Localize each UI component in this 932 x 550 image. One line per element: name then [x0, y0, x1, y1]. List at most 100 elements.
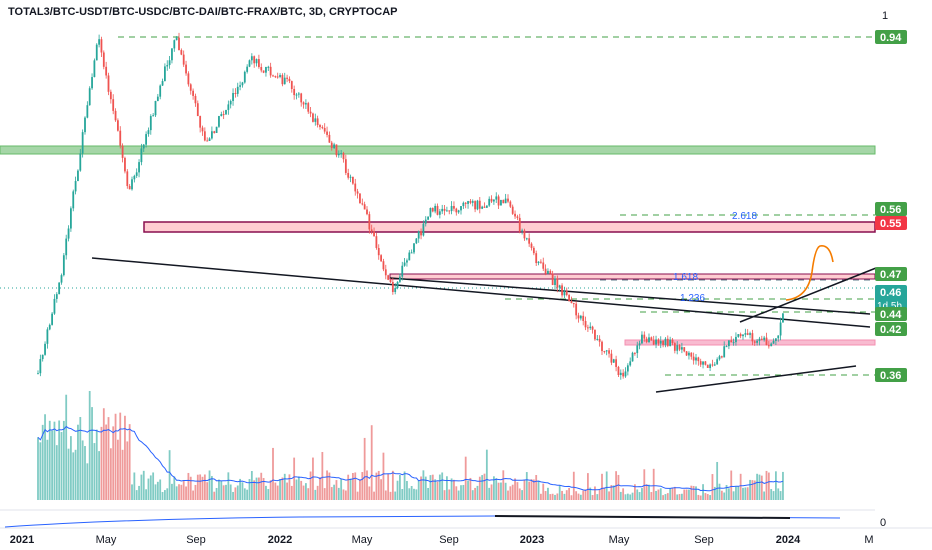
candle-body [756, 340, 758, 343]
candle-body [387, 275, 390, 280]
candle-body [434, 205, 437, 212]
candle-body [530, 243, 533, 248]
price-label-box [875, 202, 907, 216]
volume-bar [156, 481, 159, 500]
candle-body [681, 347, 683, 350]
volume-bar [685, 489, 688, 500]
volume-bar [279, 478, 281, 500]
candle-body [328, 134, 331, 143]
volume-bar [617, 474, 620, 500]
volume-bar [753, 480, 756, 500]
candle-body [234, 93, 237, 95]
volume-bar [107, 417, 110, 500]
volume-bar [474, 487, 476, 500]
candle-body [474, 201, 476, 210]
candle-body [666, 338, 669, 346]
candle-body [145, 134, 147, 145]
volume-bar [229, 484, 232, 500]
volume-bar [655, 490, 657, 500]
volume-bar [41, 424, 44, 500]
volume-bar [283, 473, 286, 500]
volume-bar [511, 484, 514, 500]
volume-bar [243, 488, 246, 500]
candle-body [669, 339, 672, 346]
candle-body [749, 333, 751, 335]
candle-body [399, 276, 401, 282]
volume-bar [704, 493, 707, 500]
candle-body [213, 131, 216, 133]
candle-body [523, 230, 526, 239]
volume-bar [408, 488, 411, 500]
candle-body [361, 203, 364, 205]
volume-bar [636, 489, 639, 500]
candle-body [723, 346, 726, 358]
candle-body [591, 326, 594, 330]
volume-bar [478, 476, 481, 500]
candle-body [641, 334, 643, 344]
volume-bar [288, 474, 291, 500]
candle-body [323, 127, 326, 132]
candle-body [775, 338, 777, 341]
volume-bar [105, 424, 108, 500]
candle-body [77, 170, 79, 182]
candle-body [194, 95, 197, 104]
volume-bar [688, 489, 690, 500]
volume-bar [772, 491, 775, 500]
candle-body [100, 39, 103, 53]
x-tick-label: May [96, 534, 117, 546]
candle-body [709, 364, 711, 368]
candle-body [394, 288, 397, 292]
candle-body [403, 262, 406, 266]
volume-bar [582, 490, 585, 500]
candle-body [485, 205, 488, 208]
candle-body [142, 144, 145, 149]
volume-bar [340, 478, 343, 500]
volume-bar [93, 443, 96, 500]
volume-bar [406, 480, 408, 500]
candle-body [507, 198, 509, 202]
candle-body [429, 208, 432, 217]
volume-bar [657, 489, 660, 500]
trendline-support [655, 365, 857, 393]
trendline-long [91, 257, 871, 328]
candle-body [208, 138, 211, 141]
volume-bar [46, 439, 49, 500]
price-label-box [875, 267, 907, 281]
candle-body [643, 334, 646, 339]
candle-body [509, 201, 512, 207]
candle-body [629, 361, 632, 366]
volume-bar [645, 484, 648, 500]
candle-body [382, 261, 385, 270]
price-label-text: 0.55 [880, 218, 901, 230]
candle-body [95, 44, 98, 61]
volume-bar [502, 470, 505, 500]
candle-body [657, 339, 660, 344]
volume-bar [777, 488, 780, 500]
volume-bar [272, 447, 274, 500]
candle-body [735, 336, 737, 343]
x-tick-label: 2023 [520, 534, 544, 546]
candle-body [645, 338, 648, 343]
candle-body [467, 201, 469, 204]
candle-body [676, 345, 679, 351]
candle-body [72, 191, 75, 209]
price-label-text: 0.42 [880, 324, 901, 336]
candle-body [133, 175, 136, 180]
candle-body [634, 352, 636, 354]
candle-body [347, 172, 350, 178]
lower-pane-indicator-line [4, 515, 841, 528]
volume-bar [565, 490, 568, 500]
volume-bar [469, 477, 472, 500]
candle-body [408, 252, 411, 261]
volume-bar [779, 491, 782, 500]
volume-bar [302, 485, 305, 500]
volume-bar [723, 492, 726, 500]
volume-bar [199, 474, 202, 500]
volume-bar [192, 490, 194, 500]
volume-bar [500, 482, 502, 500]
volume-bar [323, 488, 326, 500]
candle-body [178, 37, 180, 51]
candle-body [265, 67, 267, 73]
candle-body [594, 329, 596, 340]
